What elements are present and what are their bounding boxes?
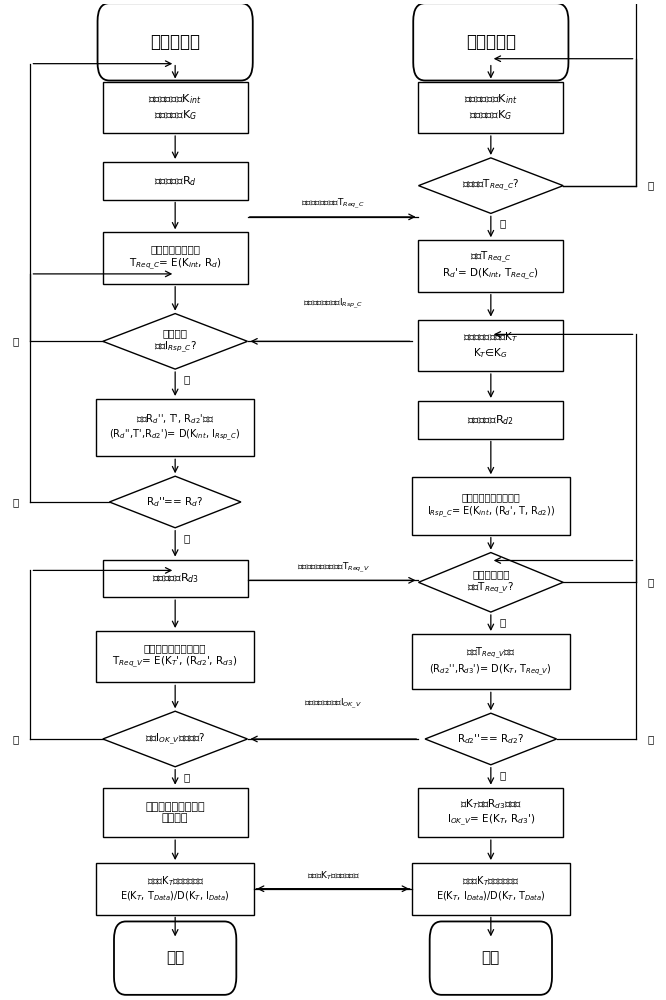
Bar <box>418 320 563 371</box>
Bar <box>103 560 248 597</box>
Text: 以密钥K$_T$进行加密通信: 以密钥K$_T$进行加密通信 <box>306 870 360 882</box>
Text: 以密钥K$_T$进行加密通信
E(K$_T$, T$_{Data}$)/D(K$_T$, I$_{Data}$): 以密钥K$_T$进行加密通信 E(K$_T$, T$_{Data}$)/D(K$… <box>121 874 230 903</box>
Text: 是: 是 <box>500 770 505 780</box>
Bar <box>103 82 248 133</box>
Text: 否: 否 <box>13 734 19 744</box>
Polygon shape <box>425 713 557 765</box>
Text: 是: 是 <box>184 533 190 543</box>
Text: 发送密钥验证请求报文
T$_{Req\_V}$= E(K$_T$', (R$_{d2}$', R$_{d3}$): 发送密钥验证请求报文 T$_{Req\_V}$= E(K$_T$', (R$_{… <box>113 643 238 670</box>
Text: 密钥验证请求
报文T$_{Req\_V}$?: 密钥验证请求 报文T$_{Req\_V}$? <box>468 569 514 596</box>
Text: 结束: 结束 <box>166 951 184 966</box>
Text: 否: 否 <box>13 336 19 346</box>
Text: 是: 是 <box>500 218 505 228</box>
Text: 产生随机数R$_{d2}$: 产生随机数R$_{d2}$ <box>468 413 514 427</box>
Bar <box>103 788 248 837</box>
Text: 以密钥K$_T$进行加密通信
E(K$_T$, I$_{Data}$)/D(K$_T$, T$_{Data}$): 以密钥K$_T$进行加密通信 E(K$_T$, I$_{Data}$)/D(K$… <box>436 874 545 903</box>
Text: 是: 是 <box>184 374 190 384</box>
Polygon shape <box>103 711 248 767</box>
Text: 否: 否 <box>647 181 653 191</box>
FancyBboxPatch shape <box>430 921 552 995</box>
Polygon shape <box>109 476 241 528</box>
Text: 发送密钥验证请求报文T$_{Req\_V}$: 发送密钥验证请求报文T$_{Req\_V}$ <box>296 560 370 575</box>
Text: 获取R$_d$'', T', R$_{d2}$'信息
(R$_d$'',T',R$_{d2}$')= D(K$_{int}$, I$_{Rsp\_C}$): 获取R$_d$'', T', R$_{d2}$'信息 (R$_d$'',T',R… <box>109 412 241 443</box>
Text: 加载初始密钥K$_{int}$
以及密钥组K$_G$: 加载初始密钥K$_{int}$ 以及密钥组K$_G$ <box>149 93 202 122</box>
Bar <box>418 82 563 133</box>
Text: 与装置密钥组一致，
握手成功: 与装置密钥组一致， 握手成功 <box>145 802 205 823</box>
Bar <box>412 477 569 535</box>
Text: R$_{d2}$''== R$_{d2}$?: R$_{d2}$''== R$_{d2}$? <box>458 732 524 746</box>
FancyBboxPatch shape <box>413 3 569 81</box>
Text: 发送链接请求报文
T$_{Req\_C}$= E(K$_{int}$, R$_d$): 发送链接请求报文 T$_{Req\_C}$= E(K$_{int}$, R$_d… <box>129 244 222 272</box>
Text: 结束: 结束 <box>482 951 500 966</box>
Text: 发送链接请求报文T$_{Req\_C}$: 发送链接请求报文T$_{Req\_C}$ <box>301 197 365 211</box>
Text: 应答I$_{OK\_V}$报文正确?: 应答I$_{OK\_V}$报文正确? <box>145 731 206 747</box>
Polygon shape <box>418 553 563 612</box>
Text: 是: 是 <box>184 772 190 782</box>
Text: 连接请求T$_{Req\_C}$?: 连接请求T$_{Req\_C}$? <box>462 178 519 193</box>
Text: 以K$_T$加密R$_{d3}$并发送
I$_{OK\_V}$= E(K$_T$, R$_{d3}$'): 以K$_T$加密R$_{d3}$并发送 I$_{OK\_V}$= E(K$_T$… <box>447 797 535 828</box>
Text: 发送链接请求应答报文
I$_{Rsp\_C}$= E(K$_{int}$, (R$_d$', T, R$_{d2}$)): 发送链接请求应答报文 I$_{Rsp\_C}$= E(K$_{int}$, (R… <box>427 492 555 520</box>
Bar <box>412 634 569 689</box>
Bar <box>412 863 569 915</box>
Text: 通信接收方: 通信接收方 <box>466 33 516 51</box>
Text: 是: 是 <box>500 617 505 627</box>
FancyBboxPatch shape <box>114 921 236 995</box>
FancyBboxPatch shape <box>97 3 253 81</box>
Bar <box>418 788 563 837</box>
Bar <box>97 863 254 915</box>
Bar <box>97 399 254 456</box>
Text: 验证正确应答报文I$_{OK\_V}$: 验证正确应答报文I$_{OK\_V}$ <box>304 696 362 711</box>
Text: 解密T$_{Req\_C}$
R$_d$'= D(K$_{int}$, T$_{Req\_C}$): 解密T$_{Req\_C}$ R$_d$'= D(K$_{int}$, T$_{… <box>442 250 539 282</box>
Text: 请求应答
报文I$_{Rsp\_C}$?: 请求应答 报文I$_{Rsp\_C}$? <box>154 328 196 355</box>
Bar <box>418 401 563 439</box>
Text: 产生随机数R$_{d3}$: 产生随机数R$_{d3}$ <box>152 571 198 585</box>
Polygon shape <box>103 314 248 369</box>
Bar <box>103 232 248 284</box>
Bar <box>103 162 248 200</box>
Text: 否: 否 <box>647 577 653 587</box>
Text: 解密T$_{Req\_V}$报文
(R$_{d2}$'',R$_{d3}$')= D(K$_T$, T$_{Req\_V}$): 解密T$_{Req\_V}$报文 (R$_{d2}$'',R$_{d3}$')=… <box>430 645 552 678</box>
Text: 否: 否 <box>13 497 19 507</box>
Text: 随机选取通信密钥K$_T$
K$_T$∈K$_G$: 随机选取通信密钥K$_T$ K$_T$∈K$_G$ <box>463 330 519 360</box>
Bar <box>97 631 254 682</box>
Polygon shape <box>418 158 563 213</box>
Text: 通信发起方: 通信发起方 <box>150 33 200 51</box>
Text: 产生随机数R$_d$: 产生随机数R$_d$ <box>154 174 196 188</box>
Text: 否: 否 <box>647 734 653 744</box>
Bar <box>418 240 563 292</box>
Text: 链接请求应答报文I$_{Rsp\_C}$: 链接请求应答报文I$_{Rsp\_C}$ <box>303 296 363 311</box>
Text: R$_d$''== R$_d$?: R$_d$''== R$_d$? <box>147 495 204 509</box>
Text: 加载初始密钥K$_{int}$
以及密钥组K$_G$: 加载初始密钥K$_{int}$ 以及密钥组K$_G$ <box>464 93 517 122</box>
